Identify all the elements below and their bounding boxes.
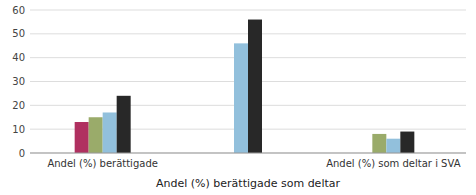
y-tick-label: 50 [12, 28, 25, 39]
bar [386, 139, 400, 153]
y-tick-label: 30 [12, 76, 25, 87]
bar [372, 134, 386, 153]
grid-line [30, 10, 466, 11]
y-tick-label: 60 [12, 5, 25, 16]
y-tick-label: 20 [12, 100, 25, 111]
grid-line [30, 153, 466, 154]
chart-container: 0 10 20 30 40 50 60 Andel (%) berättigade Andel … [0, 0, 476, 195]
bar [103, 112, 117, 153]
y-tick-label: 40 [12, 52, 25, 63]
grid [30, 10, 466, 153]
x-tick-label: Andel (%) berättigade [47, 158, 157, 169]
bar [89, 117, 103, 153]
bar [400, 132, 414, 153]
x-tick-label: Andel (%) som deltar i SVA [326, 158, 460, 169]
y-tick-label: 0 [19, 148, 25, 159]
bar [117, 96, 131, 153]
bar [248, 20, 262, 153]
y-tick-label: 10 [12, 124, 25, 135]
chart: 0 10 20 30 40 50 60 Andel (%) berättigade Andel … [0, 0, 476, 195]
x-axis-line [30, 153, 466, 154]
x-axis-label: Andel (%) berättigade som deltar [156, 177, 341, 190]
bar [75, 122, 89, 153]
bar [234, 43, 248, 153]
bars [75, 20, 415, 153]
